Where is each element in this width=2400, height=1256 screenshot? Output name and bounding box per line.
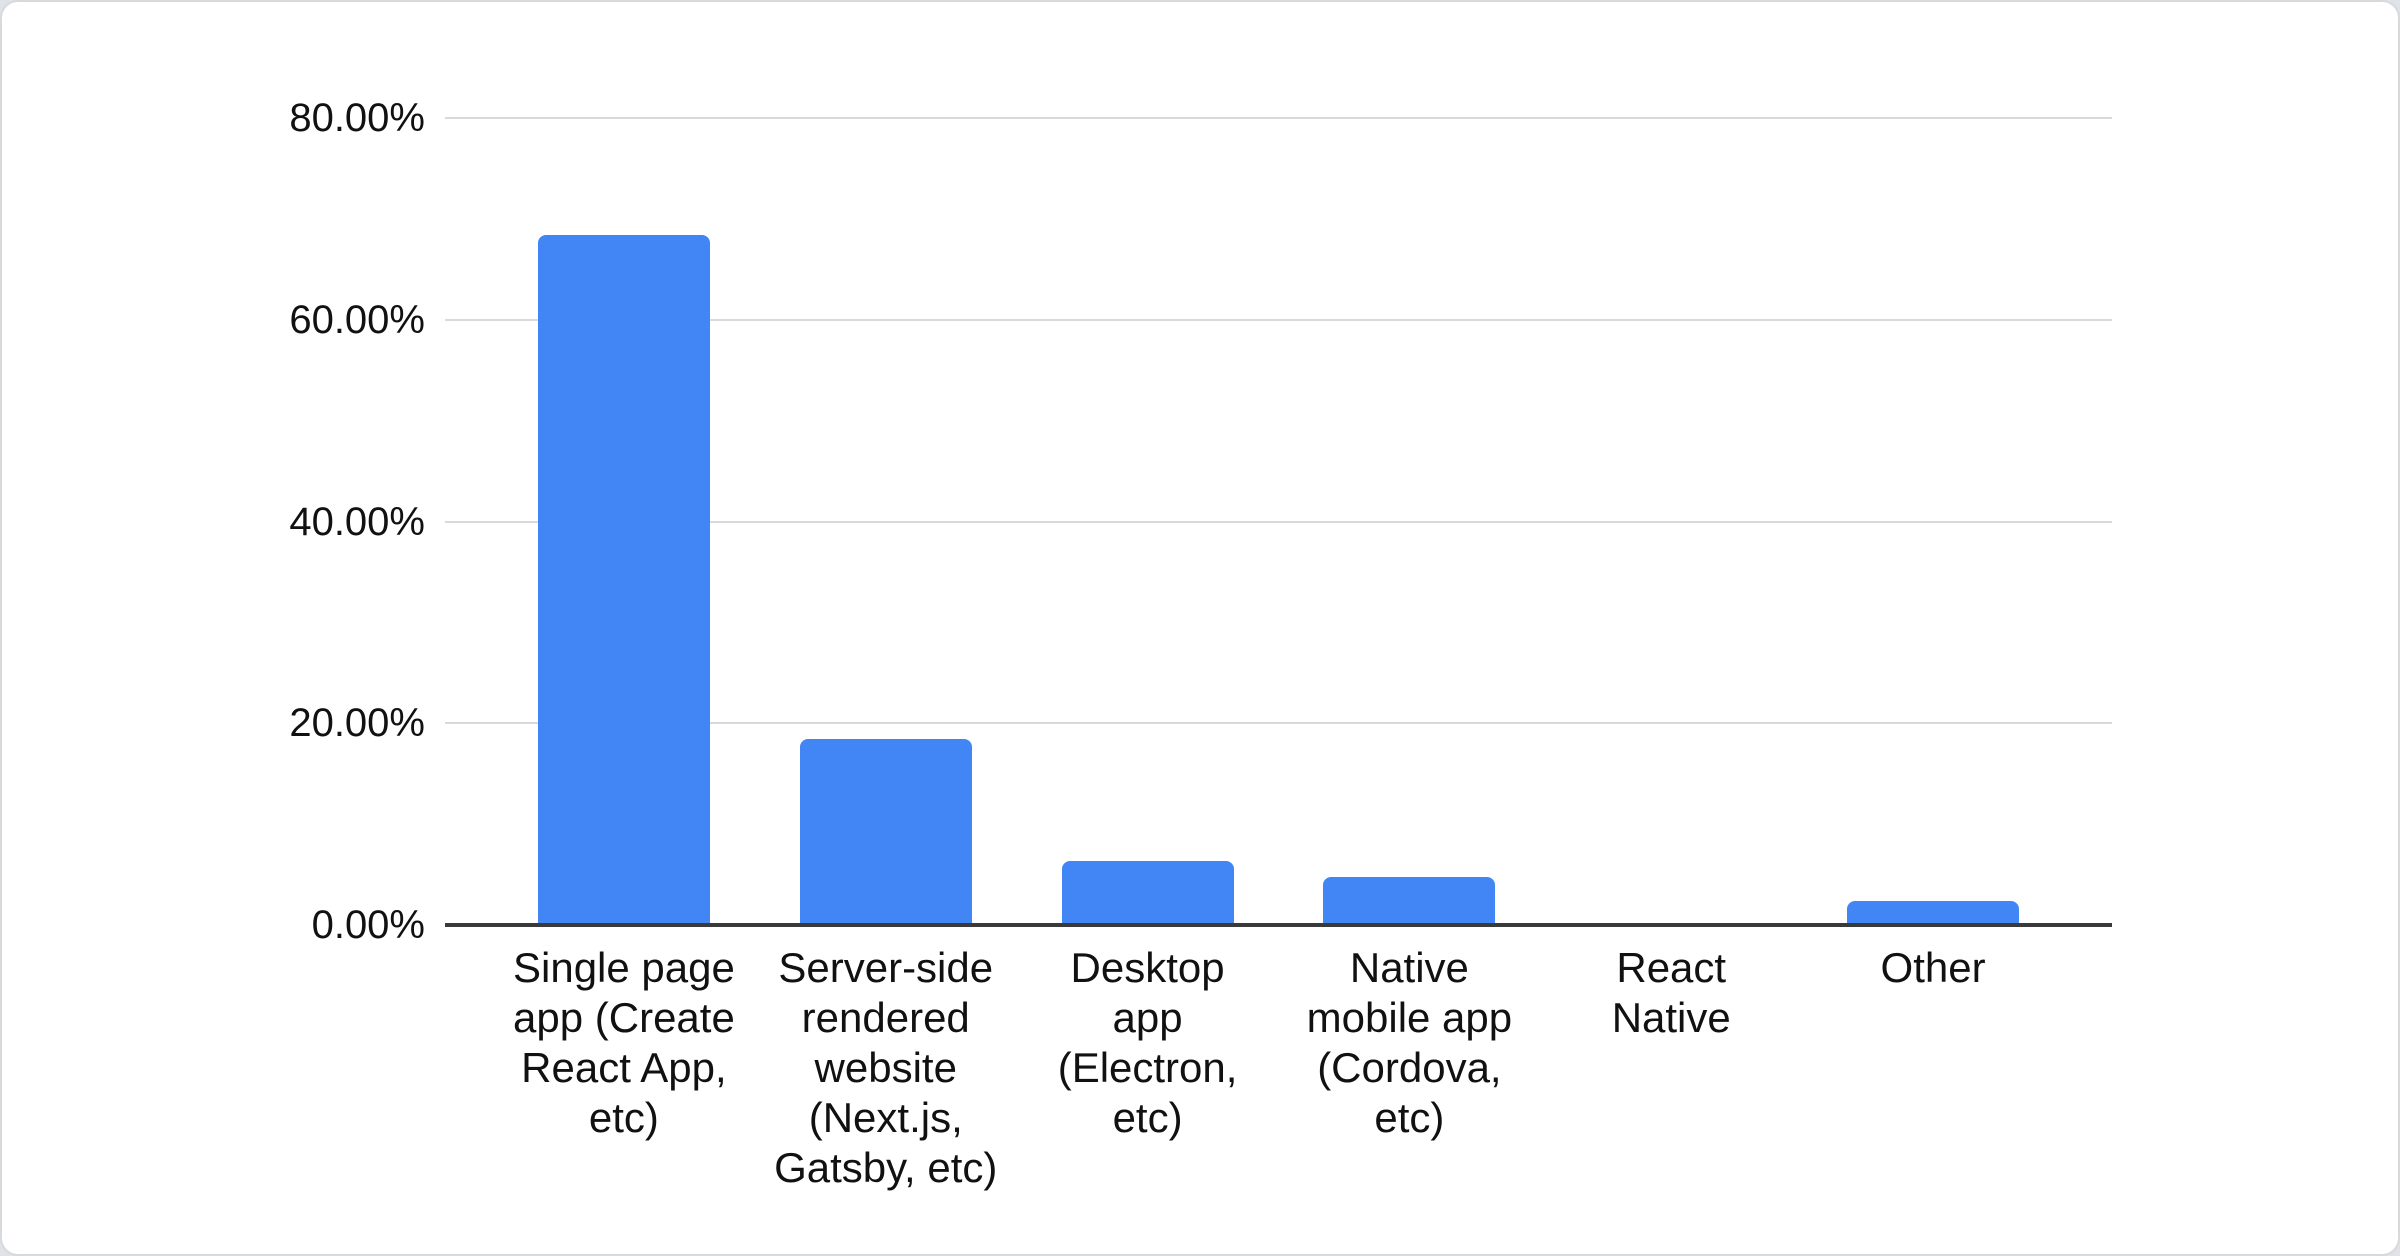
- plot-area: [445, 117, 2112, 927]
- y-axis-tick-label: 40.00%: [289, 499, 425, 544]
- bar-slot: [1278, 118, 1540, 925]
- bar-slot: [1802, 118, 2064, 925]
- x-axis-label: Desktop app (Electron, etc): [1057, 944, 1238, 1141]
- bar: [537, 235, 710, 925]
- bar-slot: [755, 118, 1017, 925]
- x-axis-label: Single page app (Create React App, etc): [512, 944, 735, 1141]
- gridline: [445, 520, 2112, 523]
- y-axis-tick-label: 0.00%: [311, 903, 425, 947]
- gridline: [445, 318, 2112, 321]
- bar: [799, 739, 972, 925]
- x-axis-label: Native mobile app (Cordova, etc): [1306, 944, 1513, 1141]
- x-axis-label: Server-side rendered website (Next.js, G…: [774, 944, 998, 1191]
- bar-slot: [493, 118, 755, 925]
- bar: [1323, 876, 1496, 925]
- y-axis-tick-label: 20.00%: [289, 701, 425, 746]
- x-axis-labels: Single page app (Create React App, etc) S…: [445, 943, 2112, 1193]
- bars-row: [445, 118, 2112, 925]
- x-axis-label: Other: [1880, 944, 1986, 991]
- bar: [1847, 900, 2020, 925]
- bar-slot: [1017, 118, 1279, 925]
- gridline: [445, 117, 2112, 119]
- x-axis-line: [445, 923, 2112, 927]
- y-axis-tick-label: 80.00%: [289, 96, 425, 140]
- y-axis-labels: 80.00% 60.00% 40.00% 20.00% 0.00%: [2, 96, 425, 947]
- gridline: [445, 722, 2112, 725]
- y-axis-tick-label: 60.00%: [289, 297, 425, 342]
- bar: [1061, 861, 1234, 925]
- x-axis-label: React Native: [1611, 944, 1731, 1041]
- bar-slot: [1540, 118, 1802, 925]
